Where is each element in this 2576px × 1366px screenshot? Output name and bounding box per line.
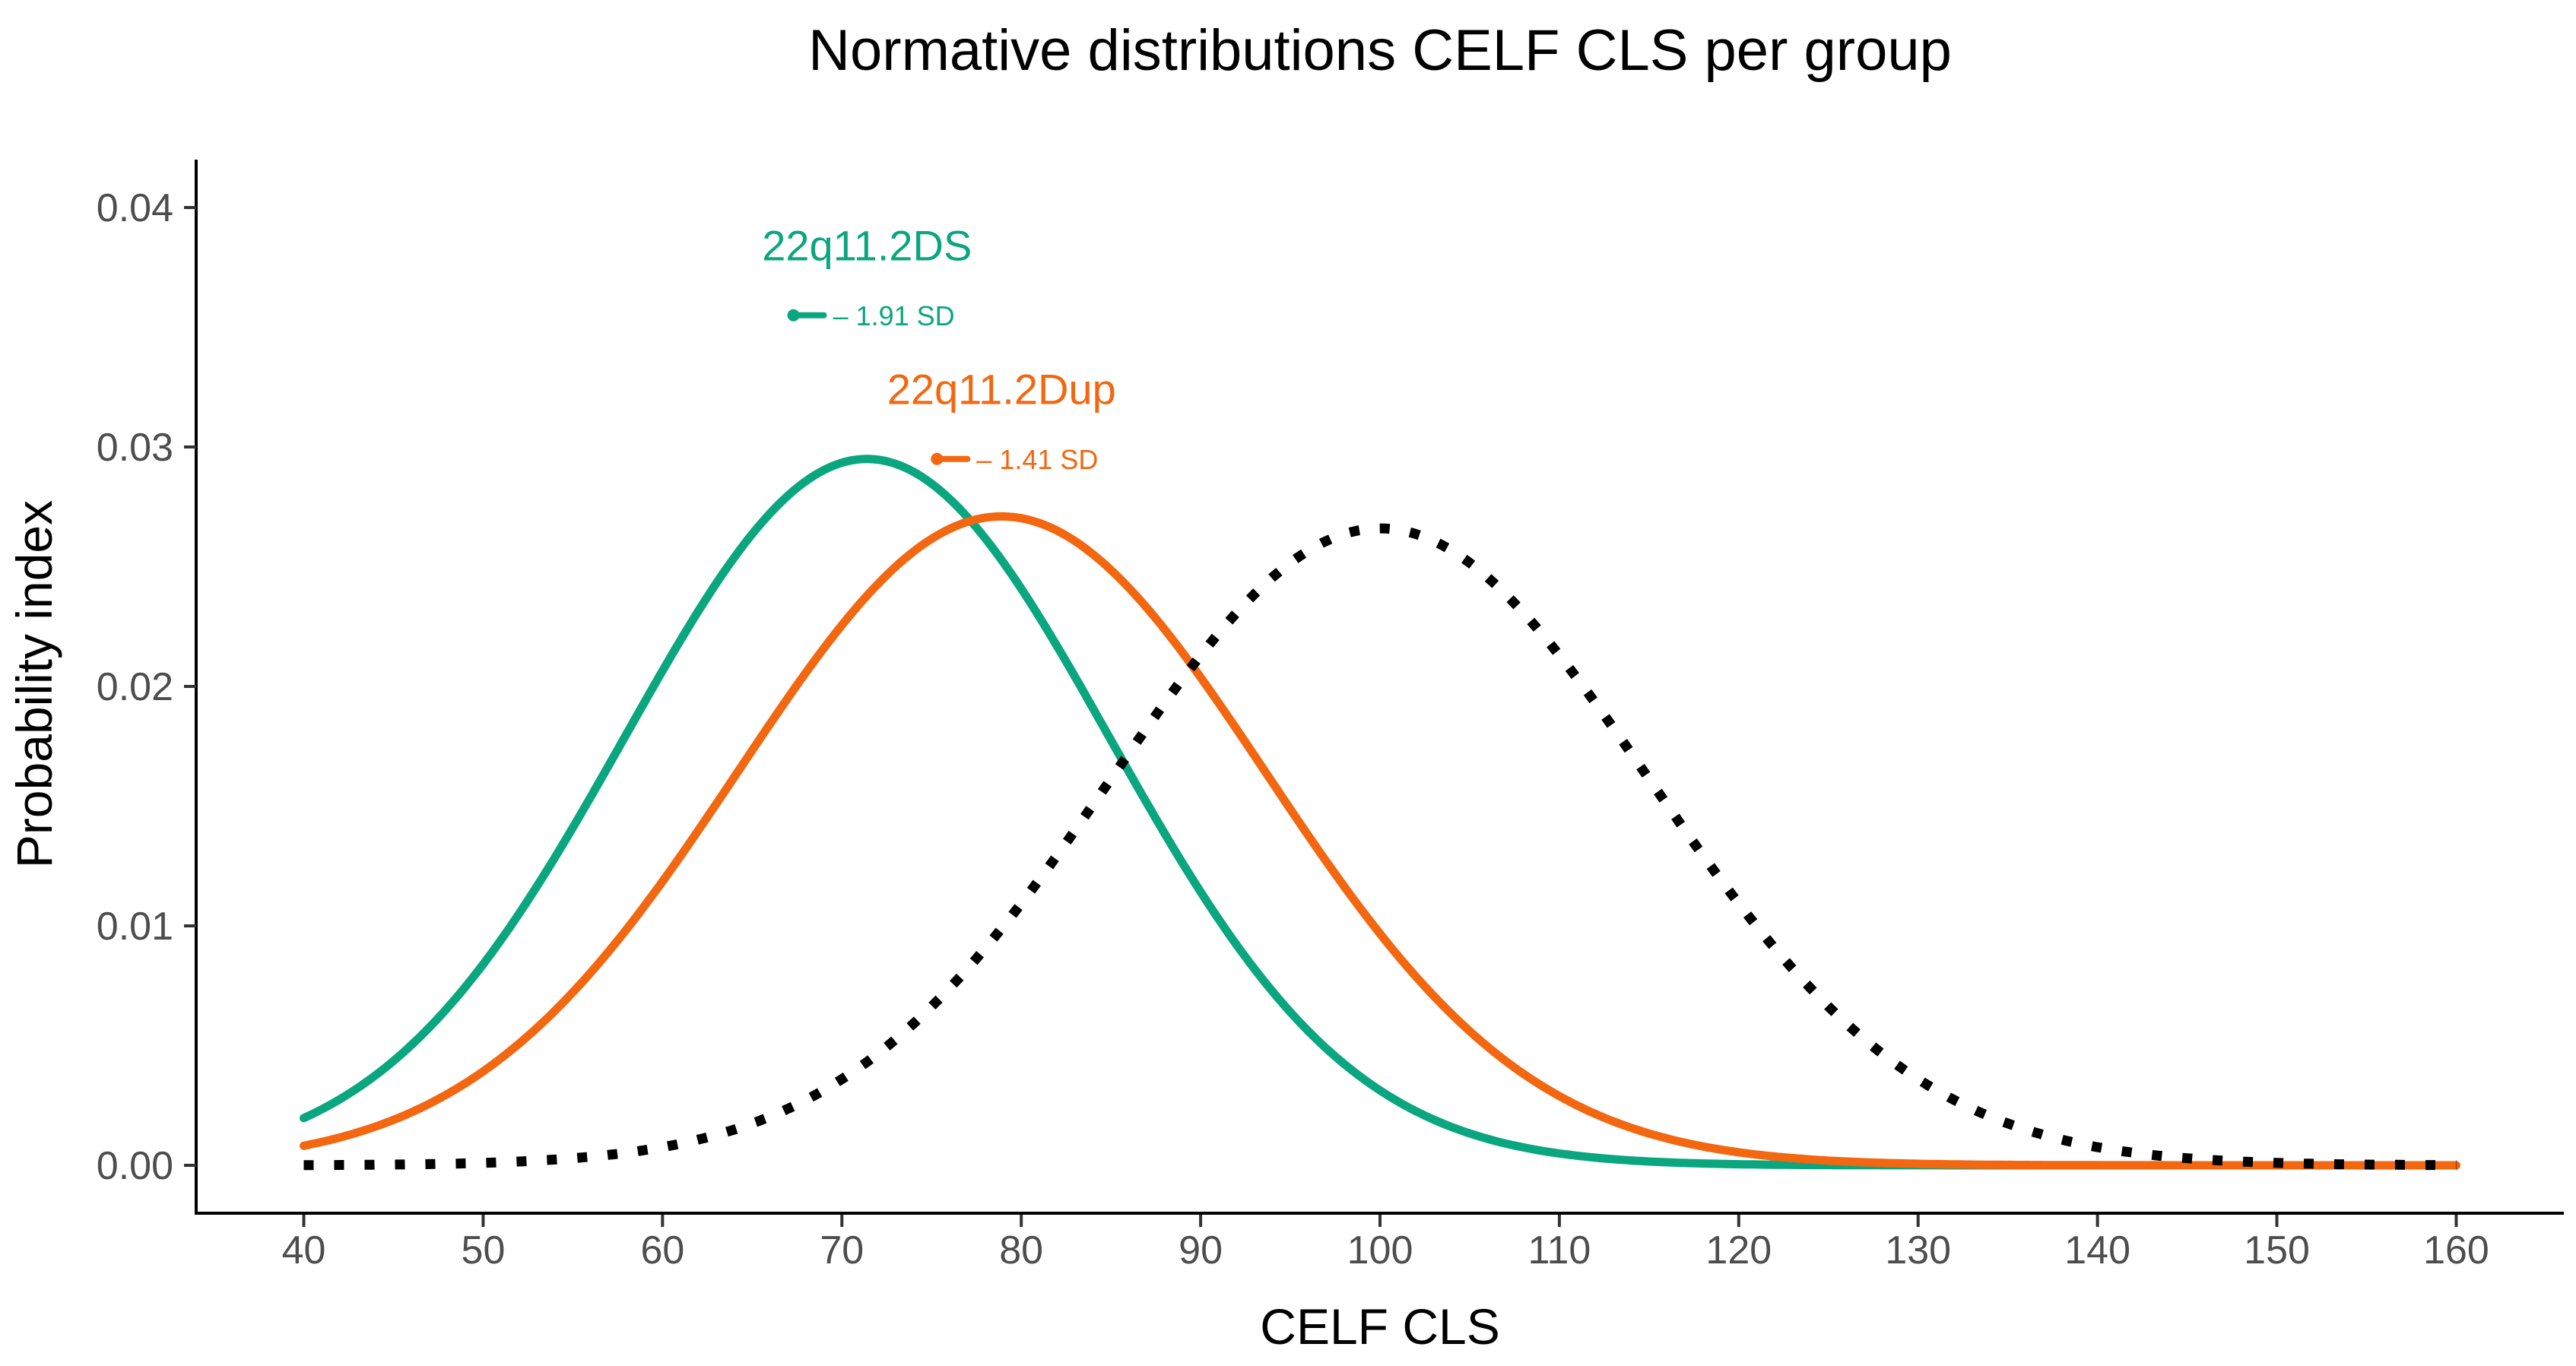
x-tick-label: 40 — [282, 1228, 326, 1273]
x-tick-label: 160 — [2423, 1228, 2489, 1273]
x-tick-label: 110 — [1528, 1228, 1591, 1273]
y-ticks: 0.00 0.01 0.02 0.03 0.04 — [97, 186, 196, 1188]
annotation-marker-dot-22q11-2ds — [787, 309, 800, 322]
x-tick-label: 140 — [2064, 1228, 2130, 1273]
x-tick-label: 130 — [1885, 1228, 1951, 1273]
x-tick-label: 50 — [462, 1228, 506, 1273]
y-axis-title: Probability index — [6, 500, 62, 868]
x-ticks: 40 50 60 70 80 90 100 110 120 130 140 150 160 — [282, 1215, 2489, 1273]
x-tick-label: 100 — [1347, 1228, 1413, 1273]
series-line-22q11-2dup — [300, 512, 2460, 1170]
x-tick-label: 60 — [640, 1228, 684, 1273]
annotation-sd-22q11-2ds: – 1.91 SD — [833, 300, 955, 331]
annotations: 22q11.2DS – 1.91 SD 22q11.2Dup – 1.41 SD — [762, 221, 1115, 474]
series-line-normative — [303, 523, 2457, 1171]
x-axis-title: CELF CLS — [1260, 1298, 1499, 1355]
x-tick-label: 80 — [999, 1228, 1043, 1273]
annotation-label-22q11-2dup: 22q11.2Dup — [887, 365, 1116, 413]
y-tick-label: 0.03 — [97, 426, 173, 470]
series-line-22q11-2ds — [300, 455, 2460, 1170]
annotation-marker-dot-22q11-2dup — [931, 452, 944, 465]
y-tick-label: 0.01 — [97, 905, 173, 949]
y-tick-label: 0.00 — [97, 1144, 173, 1188]
x-tick-label: 120 — [1705, 1228, 1772, 1273]
chart-title: Normative distributions CELF CLS per gro… — [808, 18, 1952, 83]
x-tick-label: 90 — [1179, 1228, 1223, 1273]
x-tick-label: 150 — [2244, 1228, 2310, 1273]
y-tick-label: 0.04 — [97, 186, 173, 230]
plot-area — [300, 455, 2460, 1171]
annotation-label-22q11-2ds: 22q11.2DS — [762, 221, 972, 269]
annotation-sd-22q11-2dup: – 1.41 SD — [976, 444, 1098, 475]
y-tick-label: 0.02 — [97, 665, 173, 709]
x-tick-label: 70 — [820, 1228, 864, 1273]
